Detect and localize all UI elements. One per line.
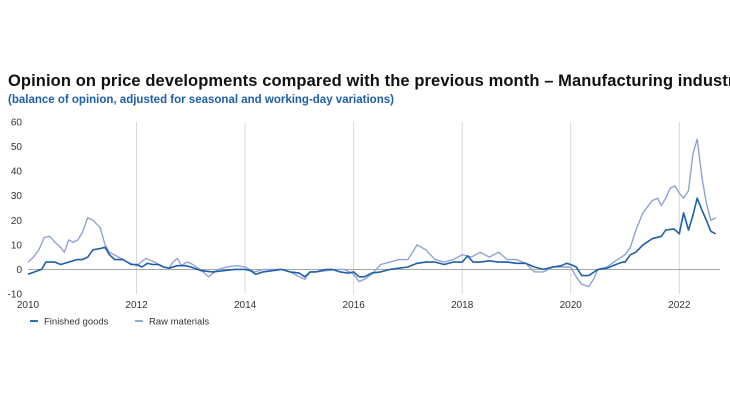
x-tick-label: 2010: [17, 300, 40, 311]
x-tick-label: 2020: [560, 300, 583, 311]
y-tick-label: 50: [11, 142, 23, 153]
x-tick-label: 2018: [451, 300, 474, 311]
y-tick-label: 30: [11, 191, 23, 202]
y-tick-label: -10: [8, 290, 23, 301]
x-tick-label: 2012: [125, 300, 148, 311]
y-tick-label: 20: [11, 216, 23, 227]
x-tick-label: 2022: [668, 300, 691, 311]
series-line-finished-goods: [27, 197, 717, 278]
legend: Finished goods Raw materials: [30, 317, 209, 328]
y-tick-label: 0: [16, 265, 22, 276]
gridlines: [136, 122, 680, 294]
x-tick-label: 2014: [234, 300, 257, 311]
series-line-raw-materials: [27, 138, 717, 288]
chart-title: Opinion on price developments compared w…: [8, 72, 730, 90]
legend-label-finished-goods: Finished goods: [44, 317, 109, 328]
x-tick-label: 2016: [343, 300, 366, 311]
line-chart: -10 0 10 20 30 40 50 60 2010 2012 2014 2016 2018 202…: [8, 118, 720, 328]
chart-subtitle: (balance of opinion, adjusted for season…: [8, 94, 394, 106]
y-tick-label: 40: [11, 167, 23, 178]
legend-label-raw-materials: Raw materials: [149, 317, 209, 328]
y-tick-label: 10: [11, 240, 23, 251]
y-axis-ticks: -10 0 10 20 30 40 50 60: [8, 118, 23, 301]
series-lines: [27, 138, 717, 288]
x-axis-ticks: 2010 2012 2014 2016 2018 2020 2022: [17, 300, 691, 311]
y-tick-label: 60: [11, 118, 23, 129]
